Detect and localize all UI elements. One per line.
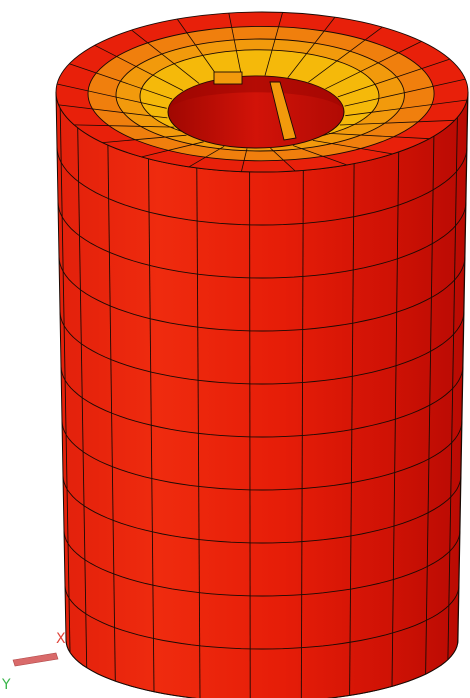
top-mesh-line <box>141 141 204 158</box>
side-mesh-ring <box>58 256 466 332</box>
bore-inner-wall <box>168 76 344 112</box>
cylinder-model[interactable] <box>55 11 469 698</box>
side-mesh-line <box>107 145 116 682</box>
side-mesh-line <box>391 151 400 687</box>
top-mesh-line <box>102 134 187 143</box>
top-mesh-line <box>228 12 242 76</box>
top-mesh-line <box>176 18 220 79</box>
side-mesh-line <box>249 171 251 698</box>
bore-slit <box>269 81 297 141</box>
top-mesh-lines <box>56 12 468 172</box>
side-mesh-line <box>425 136 435 675</box>
bore-tab <box>213 71 243 85</box>
top-mesh-line <box>328 133 430 140</box>
side-mesh-line <box>59 107 71 653</box>
side-mesh-ring <box>59 311 465 385</box>
top-mesh-line <box>74 124 175 128</box>
top-mesh-line <box>188 145 225 168</box>
top-mesh-line <box>241 148 248 172</box>
top-mesh-line <box>325 41 422 90</box>
triad-x-axis-arrow <box>12 652 59 667</box>
inner-bore <box>167 71 345 149</box>
triad-x-label: X <box>56 631 66 647</box>
top-mesh-line <box>345 99 468 117</box>
top-mesh-line <box>337 58 450 98</box>
top-mesh-line <box>69 63 173 100</box>
triad-y-label: Y <box>1 677 11 693</box>
side-mesh-line <box>148 158 155 692</box>
top-mesh-line <box>270 147 296 172</box>
top-mesh-line <box>344 78 466 107</box>
side-mesh-ring <box>62 475 462 544</box>
side-mesh-line <box>77 127 88 668</box>
side-mesh-line <box>447 117 458 660</box>
top-mesh-line <box>287 16 336 78</box>
side-mesh-ring <box>56 146 468 226</box>
top-mesh-line <box>58 104 168 119</box>
side-mesh-ring <box>60 365 464 438</box>
side-mesh-line <box>196 167 201 698</box>
side-mesh-ring <box>61 420 463 491</box>
top-mesh-line <box>264 12 283 76</box>
top-mesh-line <box>308 26 383 83</box>
top-mesh-line <box>339 119 455 126</box>
top-mesh-line <box>94 44 184 91</box>
axis-triad: X Y <box>1 631 66 693</box>
top-mesh-line <box>131 29 200 84</box>
side-mesh-line <box>349 163 355 696</box>
side-mesh-ring <box>64 585 460 650</box>
top-mesh-line <box>56 83 167 109</box>
top-mesh-line <box>292 145 347 166</box>
cylinder-side-surface <box>56 92 468 698</box>
side-mesh-ring <box>63 530 461 597</box>
side-mesh-line <box>300 170 304 698</box>
side-mesh-ring <box>57 201 467 279</box>
top-mesh-line <box>312 140 393 155</box>
